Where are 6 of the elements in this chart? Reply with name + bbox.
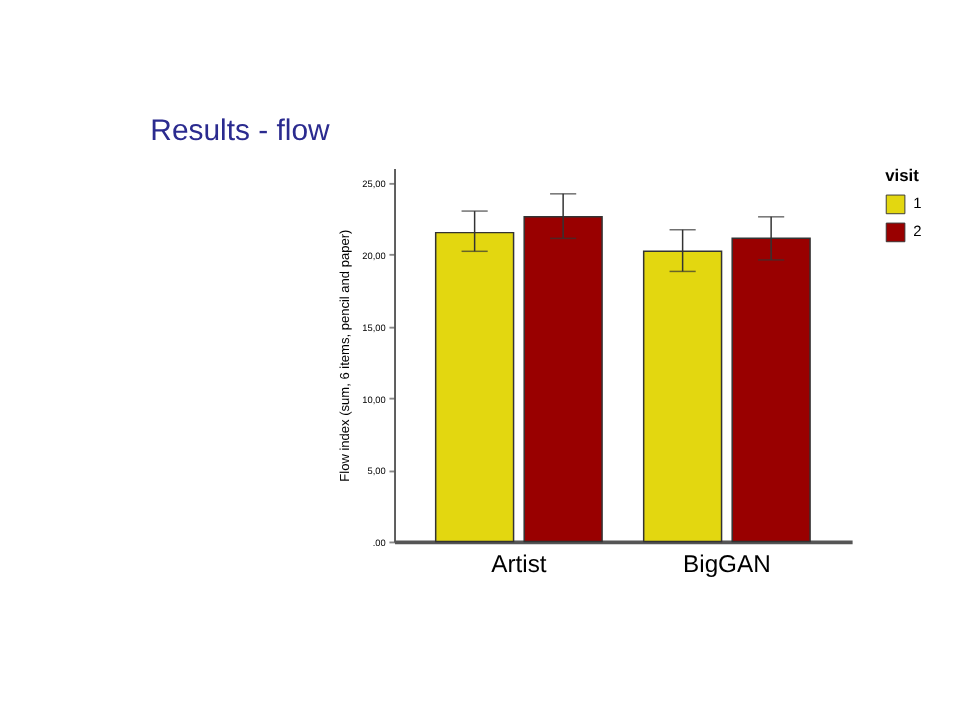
chart-title: Results - flow [150,113,331,148]
legend-label: 1 [913,194,922,213]
x-tick-label: Artist [491,550,548,579]
legend-label: 2 [913,222,922,241]
legend-title: visit [885,165,920,186]
x-tick-label: BigGAN [683,550,771,579]
